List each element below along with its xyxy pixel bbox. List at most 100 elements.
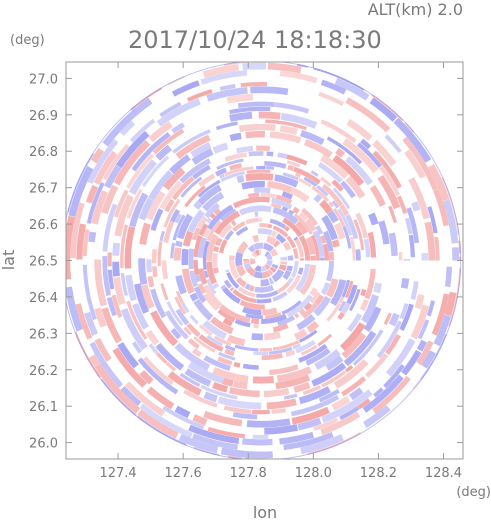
- echo-segment: [348, 288, 361, 312]
- echo-segment: [137, 357, 179, 395]
- echo-segment: [274, 174, 299, 188]
- y-axis-title: lat: [0, 250, 18, 271]
- echo-segment: [222, 287, 241, 304]
- x-tick-label: 127.4: [99, 466, 136, 481]
- echo-segment: [416, 339, 428, 352]
- echo-segment: [319, 257, 325, 261]
- echo-segment: [102, 203, 118, 252]
- echo-segment: [341, 279, 351, 298]
- echo-segment: [232, 380, 248, 390]
- echo-segment: [181, 302, 190, 313]
- y-tick-label: 26.3: [29, 327, 58, 342]
- echo-segment: [206, 261, 217, 285]
- echo-segment: [339, 204, 350, 217]
- echo-segment: [204, 202, 220, 219]
- echo-segment: [264, 251, 270, 257]
- echo-segment: [458, 240, 462, 254]
- echo-segment: [287, 277, 294, 284]
- echo-segment: [171, 122, 185, 134]
- echo-segment: [220, 284, 227, 291]
- echo-segment: [112, 347, 147, 388]
- echo-segment: [68, 165, 94, 217]
- echo-segment: [400, 277, 410, 289]
- echo-segment: [174, 342, 211, 372]
- echo-segment: [242, 62, 267, 71]
- echo-segment: [261, 265, 267, 272]
- echo-segment: [198, 173, 216, 188]
- echo-segment: [170, 242, 176, 259]
- echo-segment: [363, 405, 391, 428]
- reflectivity-field: [66, 62, 462, 459]
- echo-segment: [224, 344, 236, 352]
- echo-segment: [249, 258, 256, 261]
- echo-segment: [325, 278, 339, 298]
- echo-segment: [320, 234, 327, 244]
- echo-segment: [196, 215, 208, 229]
- echo-segment: [277, 152, 288, 159]
- echo-segment: [267, 62, 302, 74]
- echo-segment: [126, 188, 143, 219]
- echo-segment: [249, 260, 256, 265]
- echo-segment: [353, 219, 365, 251]
- echo-segment: [219, 173, 225, 179]
- echo-segment: [164, 198, 175, 213]
- echo-segment: [179, 158, 212, 184]
- echo-segment: [280, 112, 318, 129]
- echo-segment: [198, 223, 209, 236]
- echo-segment: [174, 213, 182, 224]
- echo-segment: [227, 334, 246, 347]
- echo-segment: [91, 190, 109, 225]
- echo-segment: [233, 361, 241, 368]
- echo-segment: [256, 298, 272, 304]
- echo-segment: [295, 220, 309, 235]
- echo-segment: [242, 363, 259, 370]
- echo-segment: [288, 209, 295, 215]
- echo-segment: [245, 313, 263, 319]
- echo-segment: [349, 236, 356, 261]
- echo-segment: [287, 255, 294, 261]
- echo-segment: [139, 370, 154, 385]
- echo-segment: [217, 396, 262, 410]
- echo-segment: [328, 251, 335, 261]
- echo-segment: [298, 235, 311, 261]
- echo-segment: [309, 287, 318, 297]
- echo-segment: [178, 434, 219, 454]
- echo-segment: [129, 118, 156, 143]
- echo-segment: [333, 359, 369, 389]
- echo-segment: [266, 166, 275, 170]
- echo-segment: [162, 405, 205, 430]
- echo-segment: [303, 302, 313, 311]
- echo-segment: [355, 249, 361, 261]
- echo-segment: [170, 208, 181, 223]
- echo-segment: [339, 406, 360, 421]
- echo-segment: [444, 291, 457, 317]
- echo-segment: [203, 270, 209, 279]
- echo-segment: [266, 151, 274, 157]
- echo-segment: [339, 322, 366, 351]
- echo-segment: [226, 272, 240, 289]
- echo-segment: [209, 213, 216, 220]
- echo-segment: [76, 223, 87, 260]
- echo-segment: [383, 364, 405, 389]
- echo-segment: [124, 381, 166, 417]
- echo-segment: [342, 138, 379, 174]
- echo-segment: [265, 119, 307, 131]
- echo-segment: [182, 230, 194, 247]
- echo-segment: [267, 269, 274, 276]
- echo-segment: [384, 134, 402, 154]
- echo-segment: [258, 249, 261, 255]
- echo-segment: [214, 167, 227, 177]
- echo-segment: [94, 337, 112, 362]
- echo-segment: [369, 184, 386, 207]
- echo-segment: [337, 311, 346, 321]
- echo-segment: [320, 411, 361, 436]
- echo-segment: [271, 263, 279, 270]
- echo-segment: [229, 162, 243, 171]
- echo-segment: [269, 131, 302, 144]
- echo-segment: [313, 417, 339, 431]
- echo-segment: [281, 191, 294, 200]
- echo-segment: [89, 341, 124, 388]
- echo-segment: [224, 166, 254, 177]
- echo-segment: [352, 329, 384, 366]
- echo-segment: [140, 284, 155, 310]
